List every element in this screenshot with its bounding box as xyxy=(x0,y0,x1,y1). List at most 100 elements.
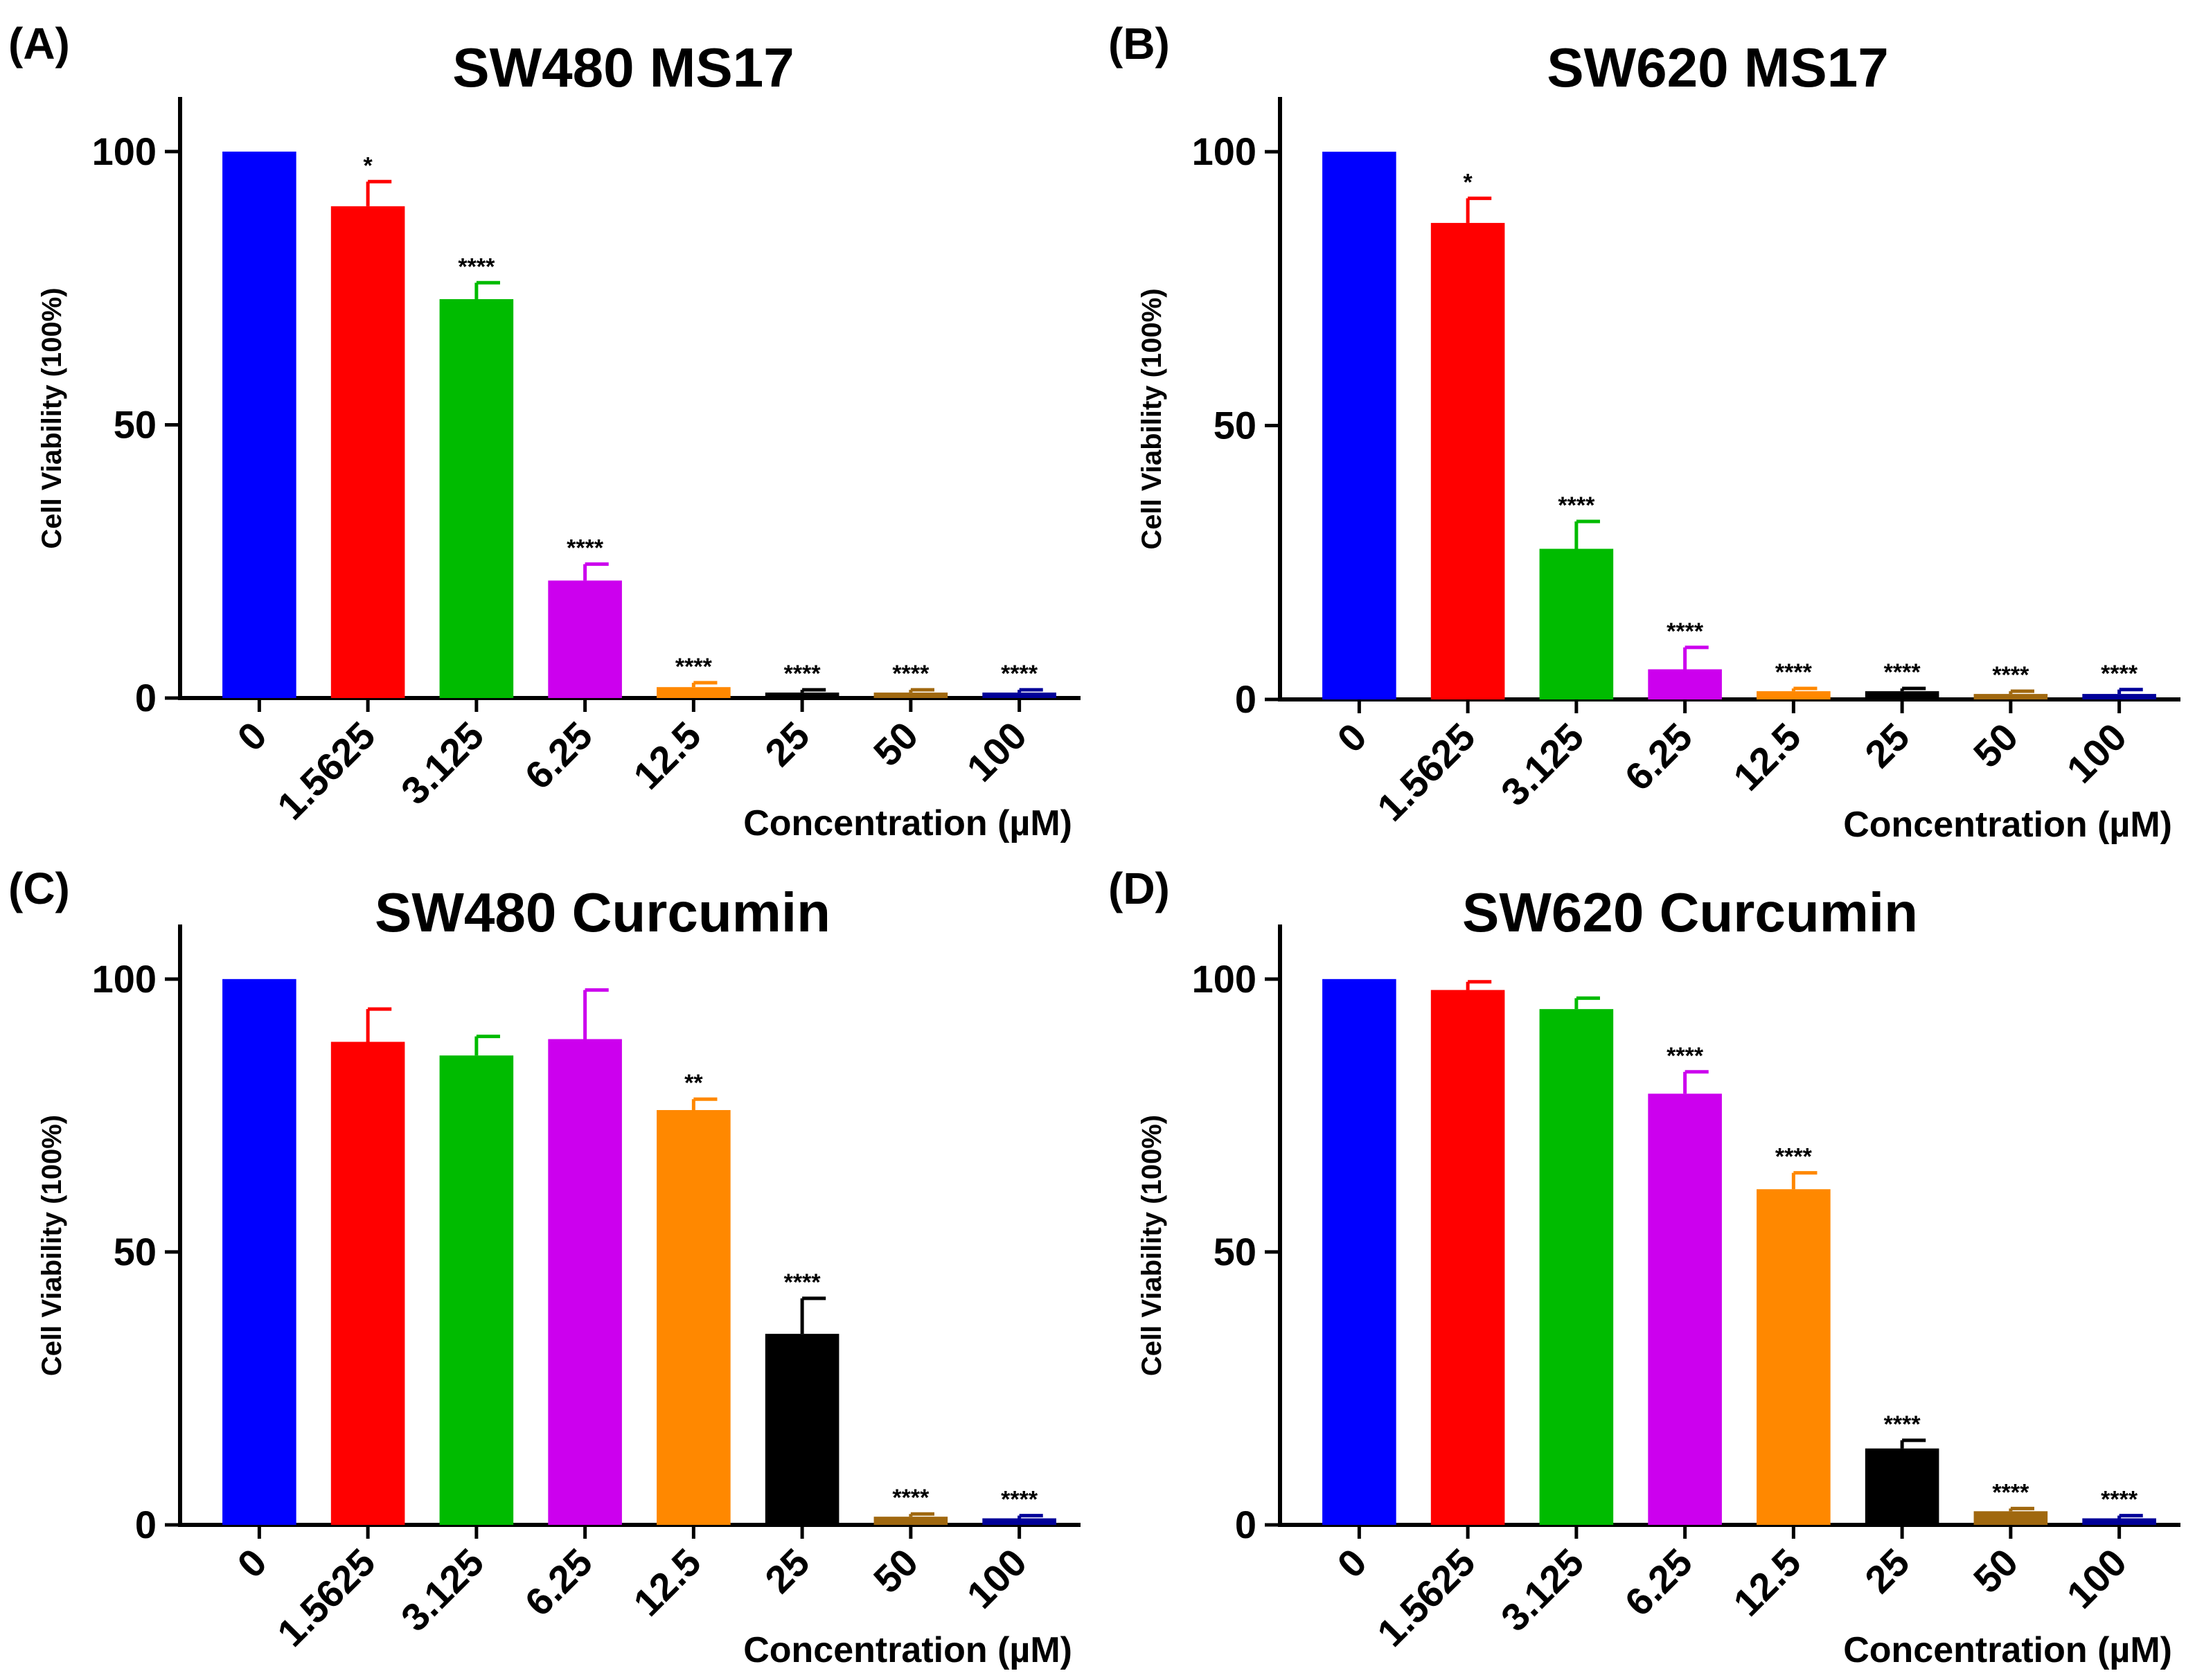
chart-panel-2: (C) SW480 Curcumin 0 50 100 Cell Viability (1… xyxy=(8,864,1081,1670)
bar xyxy=(1757,1189,1831,1525)
significance-label: **** xyxy=(2101,661,2138,687)
significance-label: **** xyxy=(1992,1479,2029,1505)
x-tick-label: 6.25 xyxy=(516,1540,601,1625)
significance-label: **** xyxy=(2101,1487,2138,1513)
y-tick-label: 50 xyxy=(1214,1230,1256,1274)
bar xyxy=(657,687,731,698)
significance-label: **** xyxy=(1884,659,1921,686)
x-tick-label: 3.125 xyxy=(1493,715,1592,814)
x-tick-label: 6.25 xyxy=(516,713,601,798)
significance-label: **** xyxy=(675,654,713,680)
y-axis-label: Cell Viability (100%) xyxy=(1137,288,1167,549)
significance-label: * xyxy=(364,152,373,179)
x-tick-label: 1.5625 xyxy=(269,713,384,828)
x-tick-label: 0 xyxy=(229,1540,275,1587)
bar xyxy=(222,151,296,699)
chart-title: SW480 MS17 xyxy=(452,37,794,98)
x-tick-label: 25 xyxy=(1856,1540,1918,1602)
y-tick-label: 50 xyxy=(114,1230,157,1274)
significance-label: **** xyxy=(1001,1487,1038,1513)
x-tick-label: 3.125 xyxy=(393,1540,492,1640)
chart-panel-0: (A) SW480 MS17 0 50 100 Cell Viability (100%)… xyxy=(8,19,1081,843)
panel-letter: (B) xyxy=(1108,19,1170,69)
bar xyxy=(982,1518,1056,1525)
x-tick-label: 1.5625 xyxy=(269,1540,384,1655)
x-tick-label: 25 xyxy=(756,713,818,775)
significance-label: * xyxy=(1464,169,1473,195)
significance-label: ** xyxy=(684,1070,703,1096)
chart-title: SW480 Curcumin xyxy=(375,882,830,943)
bar xyxy=(765,1334,839,1525)
bar xyxy=(548,580,622,698)
x-tick-label: 100 xyxy=(958,1540,1035,1617)
x-tick-label: 6.25 xyxy=(1616,1540,1700,1625)
x-tick-label: 50 xyxy=(865,1540,927,1602)
x-tick-label: 0 xyxy=(229,713,275,760)
bar xyxy=(1430,990,1505,1525)
chart-title: SW620 Curcumin xyxy=(1462,882,1918,943)
bar xyxy=(548,1039,622,1525)
significance-label: **** xyxy=(458,253,495,280)
x-tick-label: 3.125 xyxy=(393,713,492,813)
x-tick-label: 1.5625 xyxy=(1369,1540,1484,1655)
significance-label: **** xyxy=(1667,618,1704,645)
x-tick-label: 0 xyxy=(1328,1540,1375,1587)
significance-label: **** xyxy=(567,535,604,562)
x-tick-label: 12.5 xyxy=(625,713,709,798)
bar xyxy=(330,206,405,698)
x-tick-label: 3.125 xyxy=(1493,1540,1592,1640)
x-tick-label: 50 xyxy=(1965,1540,2027,1602)
bar xyxy=(222,978,296,1525)
bar xyxy=(765,692,839,698)
significance-label: **** xyxy=(1558,492,1595,519)
bar xyxy=(1539,1009,1614,1525)
chart-title: SW620 MS17 xyxy=(1547,37,1889,98)
bar xyxy=(1865,1448,1939,1525)
x-tick-label: 100 xyxy=(2058,1540,2135,1617)
significance-label: **** xyxy=(1001,661,1038,687)
significance-label: **** xyxy=(1775,1144,1813,1170)
x-axis-label: Concentration (µM) xyxy=(743,803,1072,843)
x-tick-label: 12.5 xyxy=(625,1540,709,1625)
significance-label: **** xyxy=(784,661,821,687)
bar xyxy=(873,1517,948,1525)
x-tick-label: 100 xyxy=(958,713,1035,790)
x-tick-label: 25 xyxy=(756,1540,818,1602)
bar xyxy=(1648,1093,1722,1525)
x-tick-label: 50 xyxy=(1965,715,2027,776)
bar xyxy=(657,1109,731,1525)
y-tick-label: 0 xyxy=(135,676,157,720)
x-tick-label: 25 xyxy=(1856,715,1918,776)
y-tick-label: 0 xyxy=(1235,677,1256,721)
panel-letter: (A) xyxy=(8,19,70,69)
y-axis-label: Cell Viability (100%) xyxy=(37,287,67,548)
x-tick-label: 0 xyxy=(1328,715,1375,761)
panel-letter: (C) xyxy=(8,864,70,913)
y-tick-label: 100 xyxy=(92,957,157,1001)
significance-label: **** xyxy=(1775,659,1813,686)
y-axis-label: Cell Viability (100%) xyxy=(37,1115,67,1376)
bar xyxy=(982,692,1056,698)
y-tick-label: 100 xyxy=(92,129,157,173)
x-tick-label: 12.5 xyxy=(1725,1540,1809,1625)
bar xyxy=(330,1042,405,1525)
x-tick-label: 12.5 xyxy=(1725,715,1809,799)
significance-label: **** xyxy=(892,661,930,687)
y-tick-label: 50 xyxy=(1214,404,1256,447)
bar xyxy=(439,1055,514,1525)
chart-panel-3: (D) SW620 Curcumin 0 50 100 Cell Viability (1… xyxy=(1108,864,2180,1670)
x-tick-label: 1.5625 xyxy=(1369,715,1484,830)
y-tick-label: 100 xyxy=(1192,129,1256,173)
x-tick-label: 100 xyxy=(2058,715,2135,792)
significance-label: **** xyxy=(784,1269,821,1296)
significance-label: **** xyxy=(892,1485,930,1511)
bar xyxy=(1322,978,1396,1525)
y-tick-label: 0 xyxy=(1235,1503,1256,1546)
bar xyxy=(1757,691,1831,699)
y-tick-label: 100 xyxy=(1192,957,1256,1001)
x-tick-label: 50 xyxy=(865,713,927,775)
y-axis-label: Cell Viability (100%) xyxy=(1137,1115,1167,1376)
bar xyxy=(1322,152,1396,699)
bar xyxy=(1430,222,1505,700)
